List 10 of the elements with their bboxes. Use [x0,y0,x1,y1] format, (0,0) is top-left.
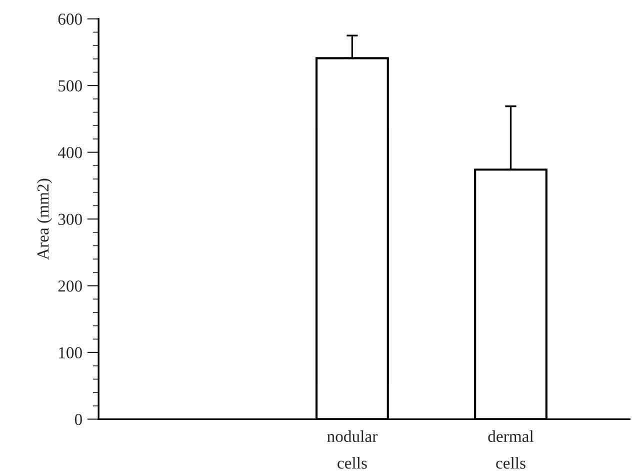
x-tick-label: dermal cells [488,430,534,469]
y-tick-label: 100 [59,347,82,358]
y-tick-label: 300 [58,214,82,225]
y-tick-label: 200 [58,280,82,292]
y-tick-label: 600 [58,14,82,25]
y-tick-label: 500 [58,80,82,92]
y-tick-label: 0 [74,414,82,426]
x-tick-label: nodular cells [327,430,378,469]
y-tick-label: 400 [58,146,82,158]
y-axis-title: Area (mm2) [36,178,52,260]
